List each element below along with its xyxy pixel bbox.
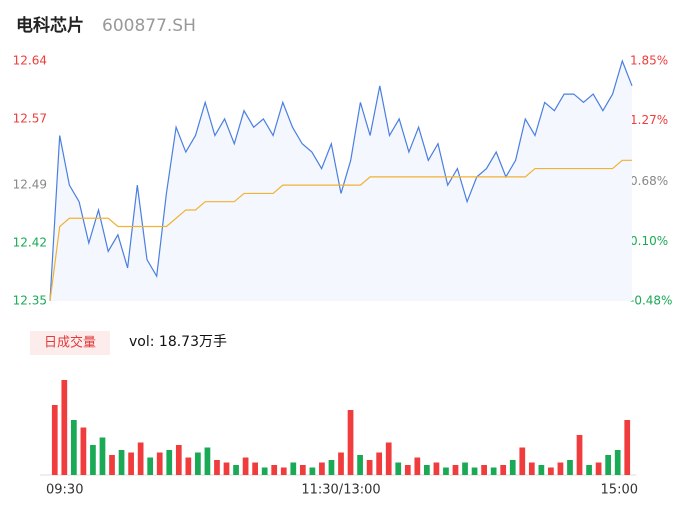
- volume-bar: [548, 467, 554, 475]
- volume-bar: [80, 427, 87, 475]
- x-tick-label: 15:00: [601, 483, 638, 498]
- volume-bar: [328, 460, 335, 475]
- y2-tick-label: -0.48%: [630, 294, 672, 308]
- volume-bar: [366, 460, 373, 475]
- volume-bar: [347, 410, 354, 475]
- price-area: [50, 61, 632, 301]
- price-line: [49, 59, 633, 302]
- volume-bar: [204, 447, 211, 475]
- stock-code: 600877.SH: [102, 16, 196, 36]
- volume-bar: [443, 467, 449, 475]
- y-tick-label: 12.64: [13, 54, 47, 68]
- y-tick-label: 12.57: [13, 111, 47, 125]
- volume-bar: [156, 452, 163, 475]
- volume-bar: [567, 460, 573, 475]
- x-tick-label: 09:30: [46, 483, 83, 498]
- volume-bar: [424, 465, 430, 475]
- volume-bar: [528, 462, 535, 475]
- volume-bar: [481, 465, 487, 475]
- volume-bar: [519, 447, 526, 475]
- volume-label-bg: [30, 331, 110, 355]
- volume-bar: [509, 460, 516, 475]
- volume-bar: [242, 457, 249, 475]
- y2-tick-label: 1.85%: [630, 54, 668, 68]
- volume-bar: [395, 462, 402, 475]
- y-tick-label: 12.49: [13, 178, 47, 192]
- volume-bar: [414, 457, 421, 475]
- y-tick-label: 12.42: [13, 236, 47, 250]
- volume-bar: [624, 420, 631, 475]
- volume-bar: [118, 450, 125, 475]
- volume-bar: [280, 467, 287, 475]
- volume-bar: [175, 445, 182, 475]
- volume-bar: [595, 462, 602, 475]
- volume-bar: [137, 442, 144, 475]
- volume-bar: [195, 452, 201, 475]
- volume-bar: [290, 462, 297, 475]
- volume-bar: [309, 467, 316, 475]
- x-tick-label: 11:30/13:00: [301, 483, 380, 498]
- y2-tick-label: 0.68%: [630, 174, 668, 188]
- volume-bar: [252, 462, 258, 475]
- y2-tick-label: 1.27%: [630, 113, 668, 127]
- volume-bar: [433, 462, 440, 475]
- stock-name: 电科芯片: [16, 15, 84, 36]
- volume-bar: [586, 465, 592, 475]
- volume-bar: [404, 465, 411, 475]
- volume-bar: [128, 452, 134, 475]
- volume-bar: [471, 467, 478, 475]
- volume-bar: [90, 445, 96, 475]
- volume-total: vol: 18.73万手: [129, 334, 227, 350]
- volume-bar: [271, 465, 278, 475]
- volume-bar: [70, 420, 77, 475]
- volume-bar: [233, 465, 239, 475]
- volume-label: 日成交量: [44, 335, 96, 351]
- volume-bar: [605, 455, 612, 475]
- volume-bar: [376, 452, 383, 475]
- volume-bar: [61, 380, 68, 475]
- volume-bar: [99, 437, 106, 475]
- volume-bar: [500, 465, 507, 475]
- volume-bar: [166, 450, 173, 475]
- volume-bar: [147, 457, 154, 475]
- y2-tick-label: 0.10%: [630, 234, 668, 248]
- volume-bar: [557, 462, 564, 475]
- volume-bar: [51, 405, 58, 475]
- volume-bar: [462, 462, 468, 475]
- volume-bar: [452, 465, 459, 475]
- volume-bar: [109, 455, 115, 475]
- volume-bar: [338, 452, 344, 475]
- volume-bar: [261, 467, 268, 475]
- volume-bar: [614, 450, 621, 475]
- volume-bar: [357, 455, 363, 475]
- volume-bar: [319, 462, 325, 475]
- volume-bar: [214, 460, 220, 475]
- volume-bar: [223, 462, 230, 475]
- volume-bar: [185, 457, 192, 475]
- avg-line: [49, 159, 632, 302]
- volume-bar: [538, 465, 545, 475]
- volume-bar: [385, 442, 392, 475]
- volume-bar: [490, 467, 497, 475]
- volume-bar: [299, 465, 306, 475]
- y-tick-label: 12.35: [13, 294, 47, 308]
- volume-bar: [576, 435, 583, 475]
